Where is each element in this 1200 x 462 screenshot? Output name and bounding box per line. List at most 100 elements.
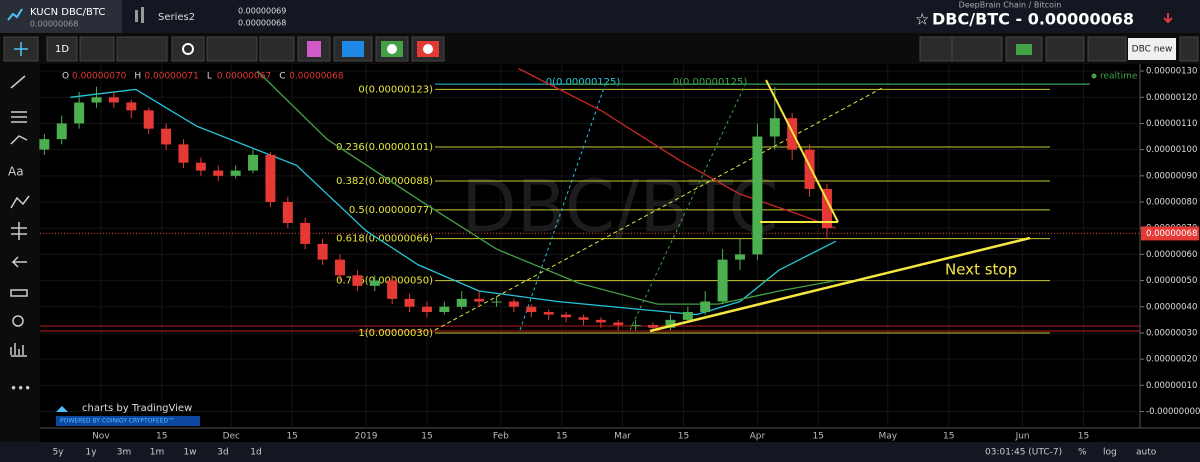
candle-body [578, 317, 589, 320]
tab-title[interactable]: Series2 [158, 12, 195, 23]
star-icon[interactable]: ☆ [915, 10, 929, 29]
candle-body [700, 301, 711, 312]
ohlc-key: L [207, 72, 212, 82]
x-tick-label: 15 [286, 432, 297, 442]
layout-menu[interactable] [1179, 36, 1199, 62]
candle-body [804, 149, 815, 189]
log-toggle[interactable]: log [1103, 448, 1117, 458]
candle-body [39, 139, 50, 150]
period-button[interactable]: 5y [52, 448, 64, 458]
ohlc-value: 0.00000071 [144, 72, 198, 82]
trend-line [649, 236, 1031, 333]
realtime-dot [1091, 73, 1097, 79]
x-tick-label: 15 [156, 432, 167, 442]
clock: 03:01:45 (UTC-7) [985, 448, 1062, 458]
candle-body [526, 306, 537, 312]
auto-toggle[interactable]: auto [1136, 448, 1157, 458]
trend-tool[interactable] [10, 75, 26, 89]
y-tick-label: 0.00000020 [1146, 355, 1197, 365]
interval-button[interactable] [46, 36, 78, 62]
text-tool[interactable]: Aa [8, 165, 24, 179]
fib-label: 0.5(0.00000077) [349, 205, 433, 216]
candle-body [143, 110, 154, 129]
candle-body [439, 306, 450, 312]
period-button[interactable]: 1d [250, 448, 261, 458]
measure-tool[interactable] [11, 222, 27, 240]
fullscreen-button[interactable] [919, 36, 953, 62]
candle-body [317, 243, 328, 260]
symbol-tab[interactable] [0, 0, 122, 33]
zoom-tool[interactable] [12, 315, 24, 327]
moving-averages [70, 67, 836, 316]
camera-icon [1016, 44, 1032, 55]
fib-guide [519, 84, 606, 331]
x-tick-label: Nov [92, 432, 110, 442]
compare-button[interactable] [259, 36, 295, 62]
y-tick-label: 0.00000010 [1146, 381, 1197, 391]
interval-menu[interactable] [79, 36, 115, 62]
back-tool[interactable] [11, 256, 27, 268]
magnet-tool[interactable] [10, 289, 28, 297]
period-button[interactable]: 1y [85, 448, 97, 458]
levels-tool[interactable] [10, 343, 27, 357]
periods: 5y 1y 3m 1m 1w 3d 1d [52, 448, 261, 458]
y-tick-label: -0.00000000 [1146, 407, 1200, 417]
more-tools[interactable]: ••• [10, 382, 31, 396]
y-tick-label: 0.00000040 [1146, 302, 1197, 312]
save-button[interactable] [1087, 36, 1127, 62]
tab-icon [7, 8, 23, 21]
ohlc-value: 0.00000067 [217, 72, 271, 82]
annotation: Next stop [945, 261, 1017, 279]
candle-body [248, 154, 259, 171]
brush-tool[interactable] [10, 135, 28, 145]
ohlc-key: H [134, 72, 141, 82]
fib-label: 1(0.00000030) [358, 328, 433, 339]
fib-tool[interactable] [11, 111, 27, 123]
period-button[interactable]: 3d [217, 448, 228, 458]
candle-body [195, 162, 206, 171]
candle-body [787, 118, 798, 150]
tab-value: 0.00000068 [238, 19, 286, 28]
top-bar [0, 0, 1200, 33]
y-tick-label: 0.00000030 [1146, 328, 1197, 338]
candle-body [230, 170, 241, 176]
percent-toggle[interactable]: % [1078, 448, 1087, 458]
series-icon [141, 7, 144, 23]
candle-body [161, 128, 172, 145]
chart-style-button[interactable] [116, 36, 168, 62]
candle-body [595, 319, 606, 323]
tab-value: 0.00000069 [238, 7, 286, 16]
layout-name-box[interactable] [1128, 38, 1176, 60]
y-tick-label: 0.00000110 [1146, 119, 1197, 129]
last-price-box [1141, 226, 1199, 241]
x-tick-label: 15 [1078, 432, 1089, 442]
candle-body [213, 170, 224, 176]
period-button[interactable]: 1m [150, 448, 165, 458]
indicators-button[interactable] [206, 36, 258, 62]
watermark: DBC/BTC [461, 165, 779, 249]
pattern-tool[interactable] [10, 195, 30, 209]
candle-body [335, 259, 345, 276]
candle-body [508, 301, 519, 307]
load-button[interactable] [1045, 36, 1085, 62]
gear-icon [182, 43, 194, 55]
y-tick-label: 0.00000050 [1146, 276, 1197, 286]
fib-top-label: 0(0.00000125) [546, 77, 621, 88]
down-arrow [1163, 13, 1173, 24]
period-button[interactable]: 1w [183, 448, 196, 458]
ohlc-value: 0.00000068 [289, 72, 344, 82]
candle-body [717, 259, 728, 302]
settings-button[interactable] [171, 36, 205, 62]
buy-dot [387, 44, 397, 54]
fib-label: 0.786(0.00000050) [336, 276, 433, 287]
period-button[interactable]: 3m [117, 448, 132, 458]
candle-body [821, 188, 832, 229]
fib-label: 0.382(0.00000088) [336, 176, 433, 187]
candle-body [369, 280, 380, 286]
powered-box [56, 416, 200, 426]
triangle-drawing [760, 79, 839, 223]
credit: charts by TradingView [82, 403, 192, 414]
undo-redo-button[interactable] [951, 36, 1003, 62]
left-tools [10, 75, 30, 357]
x-tick-label: 15 [813, 432, 824, 442]
